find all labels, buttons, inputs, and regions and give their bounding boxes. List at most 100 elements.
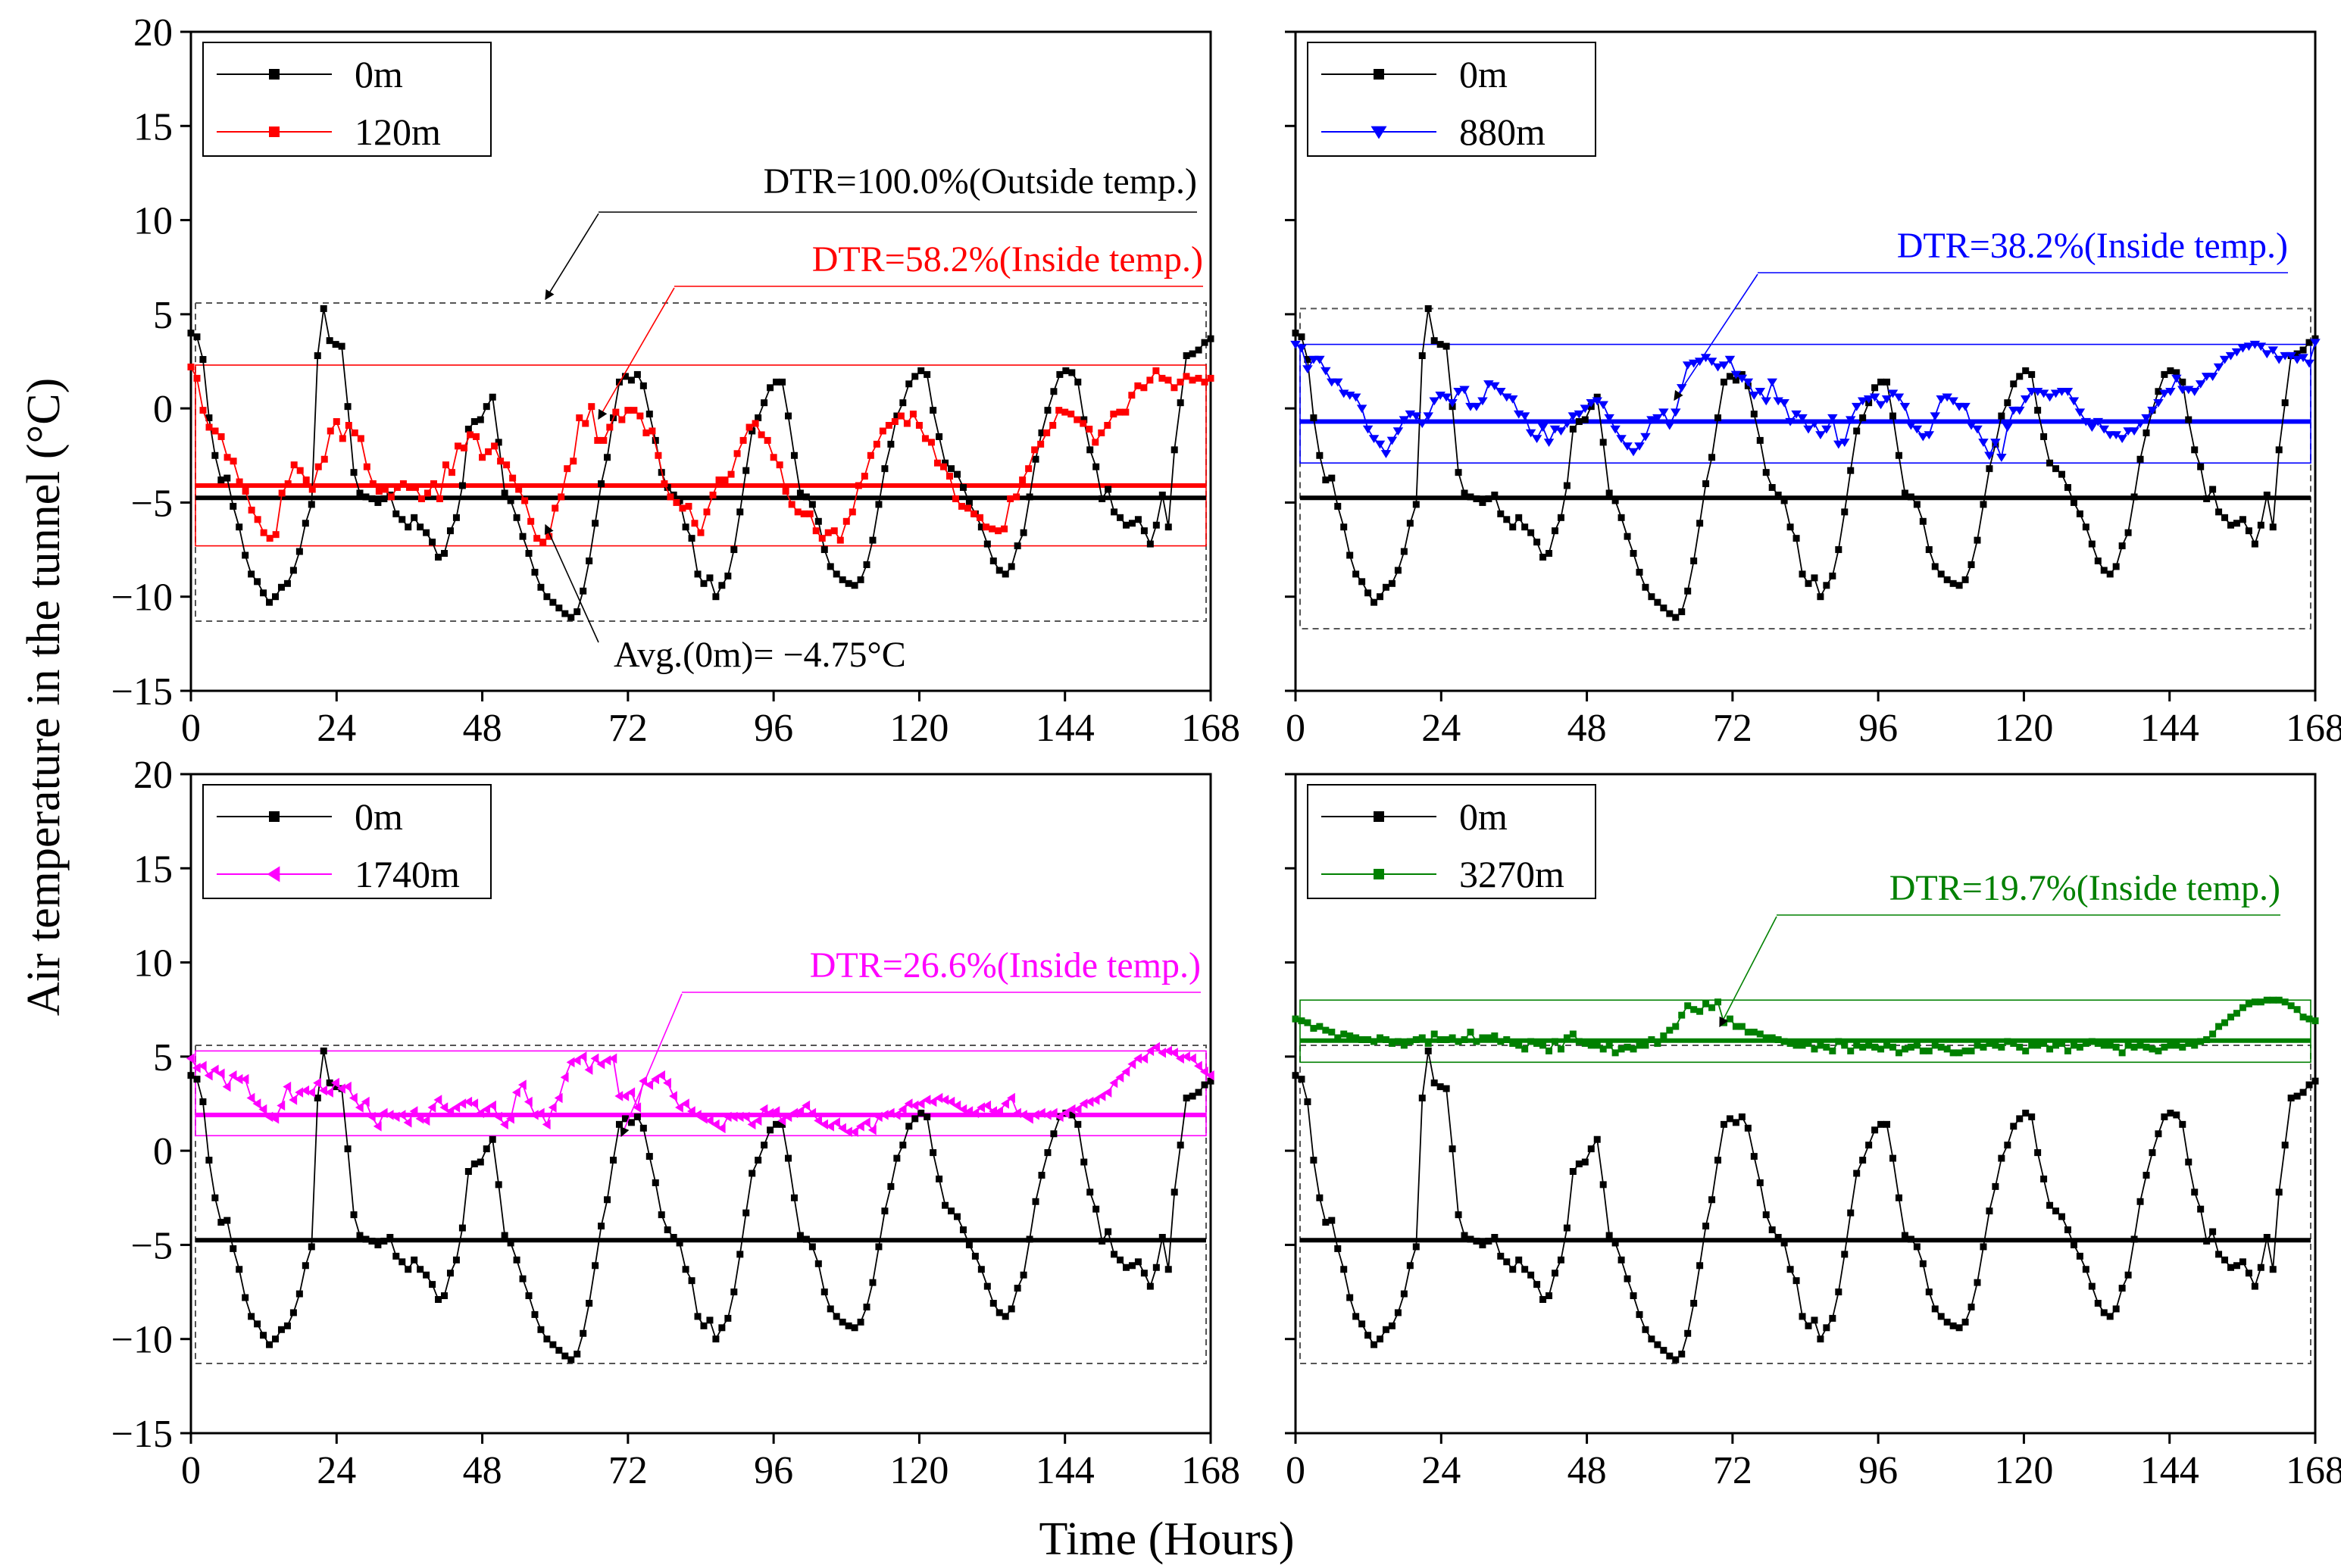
data-point	[205, 1157, 213, 1164]
data-point	[820, 546, 828, 554]
x-tick-label: 96	[754, 707, 793, 750]
data-point	[773, 378, 780, 386]
data-point	[703, 508, 711, 516]
data-point	[1974, 1042, 1981, 1049]
legend-label: 1740m	[355, 853, 460, 895]
data-point	[1841, 508, 1849, 516]
data-point	[773, 1120, 780, 1128]
data-point	[688, 535, 695, 542]
data-point	[1749, 392, 1760, 400]
data-point	[808, 501, 816, 508]
data-point	[199, 407, 207, 414]
data-point	[1863, 395, 1874, 404]
data-point	[277, 583, 285, 591]
data-point	[1924, 431, 1935, 440]
data-point	[1678, 608, 1686, 616]
data-point	[639, 382, 647, 389]
data-point	[2136, 1198, 2144, 1205]
data-point	[767, 1126, 774, 1134]
data-point	[1158, 1048, 1167, 1058]
data-point	[1992, 1042, 1999, 1049]
data-point	[411, 514, 418, 521]
data-point	[917, 367, 925, 374]
data-point	[1925, 1288, 1933, 1296]
legend-label: 0m	[1459, 53, 1508, 95]
data-point	[832, 1117, 840, 1128]
dtr-range-outside	[1299, 1044, 2311, 1365]
data-point	[630, 407, 638, 414]
data-point	[2088, 540, 2096, 548]
x-axis-title: Time (Hours)	[1039, 1513, 1294, 1565]
dtr-range-inside	[1299, 999, 2311, 1064]
data-point	[1943, 576, 1951, 583]
data-point	[246, 1092, 255, 1104]
data-point	[747, 1119, 756, 1130]
y-tick-label: −5	[131, 1224, 173, 1267]
data-point	[1473, 1237, 1480, 1245]
data-point	[1117, 1256, 1124, 1263]
data-point	[1791, 410, 1802, 419]
data-point	[1164, 1045, 1172, 1057]
data-point	[1966, 421, 1977, 430]
data-point	[477, 1158, 484, 1166]
data-point	[2040, 433, 2048, 440]
data-point	[442, 461, 449, 469]
data-point	[2022, 1047, 2030, 1054]
data-point	[2165, 388, 2176, 396]
data-point	[1020, 529, 1027, 536]
data-point	[582, 420, 589, 427]
data-point	[610, 1157, 617, 1164]
data-point	[916, 1098, 925, 1109]
data-point	[452, 1102, 461, 1113]
data-point	[989, 525, 996, 533]
data-point	[1768, 1226, 1776, 1234]
data-point	[1968, 1047, 1975, 1054]
data-point	[1605, 1232, 1613, 1239]
data-point	[1978, 439, 1989, 447]
data-point	[1352, 1313, 1360, 1320]
data-point	[2062, 388, 2074, 396]
data-point	[652, 1179, 659, 1186]
data-point	[1525, 429, 1536, 438]
data-point	[1503, 516, 1511, 523]
data-point	[482, 1104, 490, 1115]
data-point	[483, 1145, 490, 1153]
data-point	[1086, 1188, 1094, 1196]
data-point	[1785, 417, 1796, 426]
data-point	[2004, 1038, 2011, 1045]
data-point	[767, 384, 774, 392]
data-point	[483, 403, 490, 411]
data-point	[788, 501, 795, 508]
data-point	[1382, 1035, 1389, 1043]
data-point	[1664, 421, 1675, 430]
data-point	[2038, 389, 2049, 398]
data-point	[405, 1266, 412, 1273]
data-point	[965, 1241, 973, 1248]
data-point	[216, 1068, 225, 1079]
data-point	[1424, 1047, 1432, 1054]
data-point	[2185, 416, 2193, 423]
data-point	[1531, 435, 1542, 443]
data-point	[2173, 1111, 2180, 1119]
data-point	[869, 1279, 877, 1286]
x-tick-label: 120	[1994, 1449, 2053, 1492]
data-point	[1943, 1045, 1951, 1053]
data-point	[2118, 542, 2126, 550]
data-point	[2040, 1175, 2048, 1182]
data-point	[958, 502, 966, 510]
data-point	[1811, 1045, 1818, 1053]
data-point	[452, 514, 460, 521]
data-point	[814, 517, 822, 525]
data-point	[1473, 1038, 1480, 1045]
data-point	[2197, 1038, 2205, 1045]
data-point	[1025, 465, 1033, 473]
data-point	[2227, 521, 2234, 529]
data-point	[1537, 423, 1549, 433]
data-point	[524, 1096, 533, 1107]
data-point	[411, 484, 419, 492]
data-point	[1732, 1023, 1739, 1030]
data-point	[1688, 359, 1699, 368]
data-point	[574, 1351, 581, 1358]
data-point	[627, 1087, 636, 1098]
data-point	[1380, 450, 1392, 458]
